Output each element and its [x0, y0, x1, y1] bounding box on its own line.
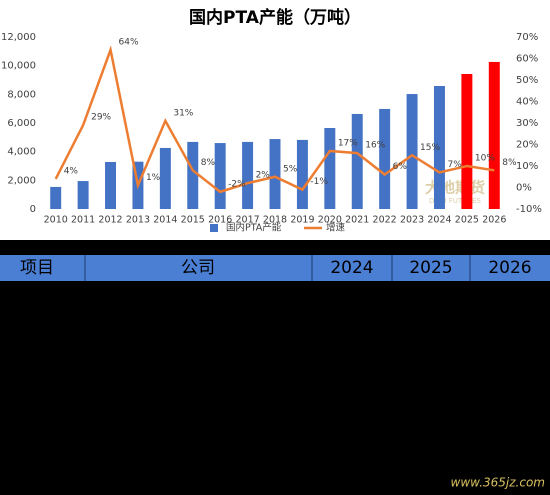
data-label: 6%	[393, 162, 408, 172]
bar	[242, 141, 254, 209]
data-label: 4%	[64, 166, 79, 176]
table-header-cell: 公司	[181, 258, 215, 278]
data-label: 8%	[201, 158, 216, 168]
bar	[159, 147, 171, 209]
data-label: 5%	[283, 164, 298, 174]
chart-title: 国内PTA产能（万吨）	[189, 7, 361, 28]
data-label: 7%	[447, 160, 462, 170]
x-tick-label: 2019	[290, 215, 314, 226]
bar	[461, 73, 473, 209]
site-watermark: www.365jz.com	[451, 476, 545, 490]
y2-tick-label: 40%	[516, 97, 538, 108]
bar	[379, 108, 391, 209]
x-tick-label: 2016	[208, 215, 232, 226]
bar	[406, 94, 418, 209]
x-tick-label: 2010	[44, 215, 68, 226]
bar	[187, 141, 199, 209]
data-label: 16%	[365, 141, 385, 151]
legend-label: 增速	[326, 222, 346, 234]
x-tick-label: 2025	[455, 215, 479, 226]
bar	[77, 181, 89, 209]
y-tick-label: 2,000	[7, 175, 36, 186]
line	[54, 45, 495, 194]
x-tick-label: 2024	[427, 215, 451, 226]
data-label: 29%	[91, 113, 111, 123]
y-tick-label: 10,000	[1, 61, 36, 72]
data-label: 10%	[475, 154, 495, 164]
x-tick-label: 2012	[98, 215, 122, 226]
y-tick-label: 4,000	[7, 147, 36, 158]
table-header-cell: 2025	[409, 258, 452, 278]
data-label: 31%	[173, 108, 193, 118]
x-tick-label: 2017	[235, 215, 259, 226]
table: 项目 公司 2024 2025 2026 www.365jz.com	[0, 255, 550, 490]
table-header-cell: 2026	[488, 258, 531, 278]
bar	[296, 139, 308, 209]
x-tick-label: 2026	[482, 215, 506, 226]
y-tick-label: 8,000	[7, 89, 36, 100]
y-tick-label: 6,000	[7, 118, 36, 129]
bar	[214, 143, 226, 209]
bar	[269, 139, 281, 209]
legend-label: 国内PTA产能	[226, 222, 282, 234]
table-header-cell: 项目	[20, 258, 54, 278]
logo-watermark-en: DADI FUTURES	[429, 197, 482, 205]
bar	[351, 113, 363, 209]
bar	[488, 61, 500, 209]
data-label: 15%	[420, 143, 440, 153]
y-tick-label: 0	[30, 204, 36, 215]
bar	[433, 86, 445, 209]
table-header-bg	[0, 255, 550, 281]
y2-tick-label: 20%	[516, 140, 538, 151]
y-tick-label: 12,000	[1, 32, 36, 43]
bar	[324, 128, 336, 209]
x-tick-label: 2018	[263, 215, 287, 226]
bar	[105, 161, 117, 209]
x-tick-label: 2023	[400, 215, 424, 226]
x-tick-label: 2021	[345, 215, 369, 226]
x-tick-label: 2022	[373, 215, 397, 226]
table-borders	[84, 255, 471, 281]
x-tick-label: 2011	[71, 215, 95, 226]
x-tick-label: 2013	[126, 215, 150, 226]
y2-tick-label: 30%	[516, 118, 538, 129]
x-tick-label: 2020	[318, 215, 342, 226]
data-label: 17%	[338, 138, 358, 148]
y2-tick-label: -10%	[516, 204, 542, 215]
legend-swatch	[210, 224, 218, 232]
data-label: 2%	[256, 171, 271, 181]
data-label: 8%	[502, 158, 517, 168]
y2-tick-label: 60%	[516, 54, 538, 65]
data-label: 64%	[119, 37, 139, 47]
data-label: -2%	[228, 179, 246, 189]
y2-tick-label: 10%	[516, 161, 538, 172]
y2-tick-label: 0%	[516, 183, 532, 194]
x-tick-label: 2014	[153, 215, 177, 226]
chart: 国内PTA产能（万吨） 大地期货 DADI FUTURES 02,0004,00…	[0, 0, 550, 240]
x-tick-label: 2015	[181, 215, 205, 226]
bar	[50, 186, 62, 209]
data-label: -1%	[310, 177, 328, 187]
y2-tick-label: 70%	[516, 32, 538, 43]
data-label: 1%	[146, 173, 161, 183]
table-header-cell: 2024	[330, 258, 373, 278]
y2-tick-label: 50%	[516, 75, 538, 86]
